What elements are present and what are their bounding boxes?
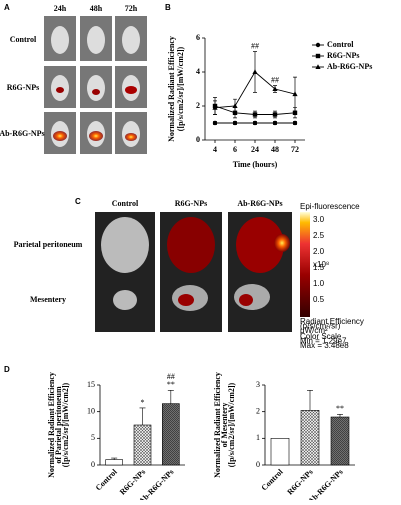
- legend-label: Control: [327, 40, 354, 49]
- colorbar-tick: 2.5: [313, 231, 325, 240]
- bar: [270, 438, 290, 466]
- y-tick-label: 2: [256, 406, 260, 415]
- y-tick-label: 5: [91, 433, 95, 442]
- point: [292, 110, 298, 115]
- panel-a-images: [44, 16, 147, 154]
- column-header: 48h: [90, 4, 103, 13]
- x-tick-label: 24: [251, 145, 259, 154]
- column-header: 72h: [125, 4, 138, 13]
- row-label: Ab-R6G-NPs: [0, 129, 45, 138]
- y-tick-label: 10: [87, 406, 95, 415]
- legend-label: Ab-R6G-NPs: [327, 62, 372, 71]
- y-tick-label: 4: [196, 67, 200, 76]
- annotation: ##: [167, 372, 175, 381]
- y-axis-label: of Parietal peritoneum: [54, 386, 63, 464]
- y-axis-label: ([p/s/cm2/sr]/[mW/cm2]): [176, 46, 185, 131]
- point: [272, 120, 278, 126]
- annotation: ##: [271, 75, 279, 84]
- point: [232, 120, 238, 126]
- point: [252, 120, 258, 126]
- y-axis-label: Normalized Radiant Efficiency: [213, 372, 222, 478]
- y-tick-label: 6: [196, 33, 200, 42]
- column-header: Control: [112, 199, 139, 208]
- colorbar-range: Min = 1.29e7: [300, 337, 347, 346]
- point: [232, 103, 238, 108]
- colorbar-unit: (p/s/cm²/sr): [300, 322, 341, 331]
- error-bar: [111, 457, 118, 460]
- colorbar-unit: Radiant Efficiency: [300, 317, 364, 326]
- y-tick-label: 3: [256, 380, 260, 389]
- y-tick-label: 2: [196, 101, 200, 110]
- x-tick-label: Control: [94, 467, 120, 493]
- bar: [162, 403, 180, 466]
- row-label: R6G-NPs: [7, 83, 39, 92]
- legend-marker: [315, 64, 321, 69]
- error-bar: [167, 390, 174, 404]
- y-tick-label: 1: [256, 433, 260, 442]
- point: [212, 104, 218, 110]
- row-label: Control: [10, 35, 37, 44]
- y-tick-label: 0: [256, 460, 260, 469]
- point: [212, 120, 218, 126]
- colorbar-tick: 1.0: [313, 279, 325, 288]
- colorbar-tick: 0.5: [313, 295, 325, 304]
- legend-label: R6G-NPs: [327, 51, 359, 60]
- y-axis-label: Normalized Radiant Efficiency: [167, 36, 176, 142]
- annotation: **: [336, 404, 344, 413]
- panel-letter: D: [4, 365, 10, 374]
- panel-c-images: [95, 212, 310, 332]
- y-axis-label: Normalized Radiant Efficiency: [47, 372, 56, 478]
- y-tick-label: 0: [196, 135, 200, 144]
- row-label: Mesentery: [30, 295, 66, 304]
- colorbar-tick: 1.5: [313, 263, 325, 272]
- colorbar-tick: 3.0: [313, 215, 325, 224]
- column-header: R6G-NPs: [175, 199, 207, 208]
- point: [292, 91, 298, 97]
- y-tick-label: 15: [87, 380, 95, 389]
- point: [252, 69, 258, 74]
- panel-letter: C: [75, 197, 81, 206]
- point: [252, 112, 258, 117]
- legend-marker: [315, 42, 321, 48]
- panel-letter: A: [4, 3, 10, 12]
- bar: [133, 424, 152, 466]
- x-tick-label: 72: [291, 145, 299, 154]
- x-tick-label: 48: [271, 145, 279, 154]
- colorbar-range: Max = 3.48e8: [300, 341, 349, 350]
- colorbar-range: Color Scale: [300, 332, 342, 341]
- y-axis-label: of Mesentery: [220, 403, 229, 448]
- x-tick-label: 6: [233, 145, 237, 154]
- annotation: *: [141, 398, 145, 407]
- x-axis-label: Time (hours): [233, 160, 278, 169]
- y-tick-label: 0: [91, 460, 95, 469]
- bar: [330, 416, 350, 466]
- point: [292, 120, 298, 126]
- y-axis-label: ([p/s/cm2/sr]/[mW/cm2]): [227, 382, 236, 467]
- y-axis-label: ([p/s/cm2/sr]/[mW/cm2]): [61, 382, 70, 467]
- colorbar-unit: μW/cm²: [300, 326, 328, 335]
- column-header: Ab-R6G-NPs: [237, 199, 282, 208]
- error-bar: [139, 407, 146, 425]
- panel-letter: B: [165, 3, 171, 12]
- row-label: Parietal peritoneum: [14, 240, 83, 249]
- colorbar-scale: x10⁸: [313, 260, 329, 269]
- column-header: 24h: [54, 4, 67, 13]
- point: [272, 112, 278, 117]
- annotation: ##: [251, 41, 259, 50]
- x-tick-label: 4: [213, 145, 217, 154]
- colorbar-title: Epi-fluorescence: [300, 202, 360, 211]
- colorbar-tick: 2.0: [313, 247, 325, 256]
- legend-marker: [315, 53, 321, 59]
- x-tick-label: R6G-NPs: [285, 467, 314, 496]
- annotation: **: [167, 380, 175, 389]
- error-bar: [337, 414, 343, 417]
- x-tick-label: R6G-NPs: [118, 467, 147, 496]
- error-bar: [307, 390, 313, 411]
- bar: [105, 459, 123, 466]
- point: [272, 86, 278, 91]
- bar: [300, 410, 320, 466]
- x-tick-label: Control: [260, 467, 286, 493]
